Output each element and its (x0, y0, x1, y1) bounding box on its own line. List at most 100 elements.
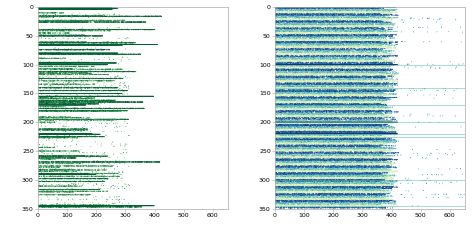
Point (115, 160, 123, 164)
Point (319, 168, 326, 172)
Point (51, 188, 58, 191)
Point (282, 14, 289, 18)
Point (314, 42, 321, 46)
Point (322, 198, 330, 202)
Point (310, 141, 318, 145)
Point (104, 40, 111, 44)
Point (337, 85, 345, 88)
Point (301, 139, 309, 143)
Point (94, 52, 101, 56)
Point (64, 18, 72, 22)
Point (314, 56, 322, 59)
Point (350, 97, 357, 100)
Point (380, 123, 388, 127)
Point (301, 42, 309, 46)
Point (336, 73, 343, 77)
Point (302, 159, 310, 163)
Point (60, 96, 68, 100)
Point (360, 135, 367, 139)
Point (318, 126, 325, 130)
Point (128, 100, 135, 104)
Point (315, 158, 322, 161)
Point (366, 138, 374, 142)
Point (374, 86, 381, 90)
Point (329, 121, 337, 125)
Point (71, 172, 79, 175)
Point (310, 196, 317, 199)
Point (271, 173, 279, 177)
Point (339, 115, 347, 118)
Point (325, 142, 333, 146)
Point (51, 82, 59, 86)
Point (90, 100, 98, 104)
Point (344, 184, 351, 188)
Point (294, 160, 301, 164)
Point (273, 171, 281, 175)
Point (128, 20, 136, 24)
Point (360, 150, 367, 154)
Point (308, 89, 315, 93)
Point (282, 8, 290, 12)
Point (87, 48, 94, 52)
Point (332, 190, 340, 194)
Point (279, 185, 286, 189)
Point (39, 96, 46, 99)
Point (285, 64, 293, 67)
Point (335, 16, 342, 20)
Point (331, 92, 339, 96)
Point (288, 166, 295, 169)
Point (384, 185, 392, 189)
Point (40, 157, 48, 161)
Point (322, 182, 329, 185)
Point (334, 185, 341, 188)
Point (363, 11, 370, 15)
Point (332, 135, 339, 138)
Point (46, 43, 54, 47)
Point (36, 154, 43, 158)
Point (39, 19, 47, 23)
Point (65, 60, 73, 64)
Point (354, 108, 361, 112)
Point (368, 74, 375, 77)
Point (392, 63, 400, 67)
Point (324, 127, 331, 131)
Point (335, 84, 343, 88)
Point (302, 160, 310, 164)
Point (74, 41, 82, 45)
Point (275, 204, 283, 208)
Point (76, 204, 84, 208)
Point (35, 43, 43, 47)
Point (316, 165, 324, 169)
Point (40, 41, 47, 45)
Point (380, 54, 388, 58)
Point (307, 191, 315, 194)
Point (301, 78, 308, 82)
Point (272, 150, 279, 154)
Point (39, 91, 46, 95)
Point (309, 25, 316, 29)
Point (376, 148, 384, 152)
Point (289, 197, 296, 201)
Point (291, 49, 299, 53)
Point (100, 28, 108, 32)
Point (110, 79, 118, 83)
Point (338, 62, 346, 66)
Point (304, 161, 311, 164)
Point (343, 84, 351, 88)
Point (378, 179, 385, 183)
Point (367, 44, 374, 48)
Point (341, 175, 349, 179)
Point (72, 193, 79, 196)
Point (292, 145, 300, 149)
Point (64, 51, 72, 55)
Point (290, 203, 297, 206)
Point (327, 152, 335, 156)
Point (314, 153, 321, 157)
Point (344, 191, 352, 195)
Point (381, 151, 388, 155)
Point (280, 196, 288, 200)
Point (284, 156, 292, 160)
Point (292, 143, 300, 147)
Point (340, 119, 347, 123)
Point (365, 113, 372, 117)
